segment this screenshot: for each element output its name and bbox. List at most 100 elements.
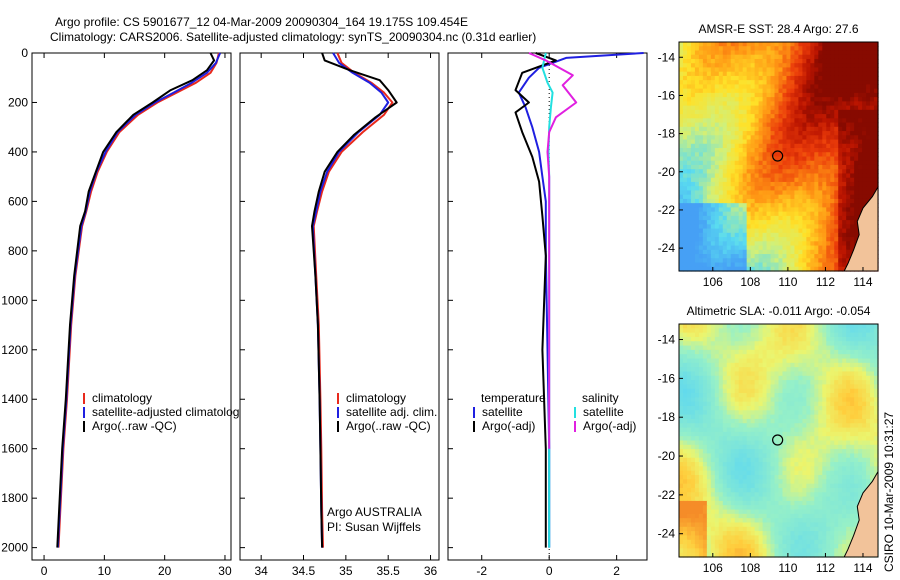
sla_map-cell <box>734 375 740 381</box>
sla_map-cell <box>814 358 819 364</box>
sla_map-cell <box>822 405 827 411</box>
sst_map-cell <box>762 254 768 259</box>
sla_map-cell <box>722 453 728 459</box>
sla_map-cell <box>710 414 716 420</box>
sla_map-cell <box>698 349 704 355</box>
sst_map-cell <box>698 101 704 107</box>
sst_map-cell <box>766 101 772 107</box>
sla_map-cell <box>826 418 831 424</box>
sla_map-cell <box>734 397 740 403</box>
sla_map-cell <box>850 384 855 390</box>
sla_map-cell <box>750 492 756 498</box>
sla_map-cell <box>682 492 688 498</box>
sla_map-cell <box>830 427 835 433</box>
sla_map-cell <box>742 375 748 381</box>
sst_map-cell <box>806 50 811 56</box>
sla_map-cell <box>794 483 799 489</box>
sst_map-cell <box>846 114 851 119</box>
sst_map-cell <box>858 143 863 149</box>
sst_map-cell <box>798 190 803 196</box>
sst_map-cell <box>850 67 855 73</box>
sst_map-cell <box>734 63 740 69</box>
sst_map-cell <box>858 135 863 141</box>
sst_map-cell <box>702 215 708 221</box>
sla_map-cell <box>682 496 688 502</box>
sst_map-cell <box>710 254 716 259</box>
sla_map-cell <box>702 362 708 368</box>
sst_map-cell <box>690 237 696 242</box>
sla_map-cell <box>770 358 776 364</box>
sst_map-cell <box>826 152 831 158</box>
sst_map-cell <box>834 152 839 158</box>
sst_map-cell <box>762 131 768 136</box>
sla_map-cell <box>858 423 863 429</box>
sst_map-cell <box>706 84 712 90</box>
sla_map-cell <box>870 384 875 390</box>
sst_map-cell <box>770 266 776 272</box>
sla_map-cell <box>770 328 776 334</box>
sla_map-cell <box>790 453 796 459</box>
sst_map-cell <box>718 101 724 107</box>
sla_map-cell <box>698 492 704 498</box>
sst_map-cell <box>682 266 688 272</box>
sst_map-cell <box>690 71 696 77</box>
sla_map-cell <box>730 345 736 351</box>
sst_map-cell <box>726 169 732 175</box>
sla_map-cell <box>726 505 732 511</box>
sst_map-cell <box>838 249 843 255</box>
sla_map-cell <box>706 375 712 381</box>
sst_map-cell <box>826 148 831 153</box>
sst_map-cell <box>790 139 796 145</box>
sst_map-cell <box>830 122 835 128</box>
sla_map-cell <box>802 440 807 446</box>
sst_map-cell <box>730 181 736 187</box>
sst_map-cell <box>778 207 784 213</box>
sla_map-cell <box>794 496 799 502</box>
sla_map-cell <box>766 427 772 433</box>
sst_map-cell <box>850 164 855 170</box>
sst_map-cell <box>754 207 760 213</box>
sla_map-cell <box>718 384 724 390</box>
sst_map-cell <box>750 241 756 247</box>
sla_map-cell <box>810 358 815 364</box>
sst_map-cell <box>710 224 716 230</box>
sla_map-cell <box>734 436 740 442</box>
sst_map-cell <box>679 126 684 132</box>
sst_map-cell <box>738 135 744 141</box>
sla_map-cell <box>786 349 792 355</box>
sst_map-cell <box>722 224 728 230</box>
sst_map-cell <box>778 80 784 86</box>
sst_map-cell <box>858 58 863 64</box>
sla_map-cell <box>818 405 823 411</box>
sst_map-cell <box>710 173 716 179</box>
sst_map-cell <box>830 266 835 272</box>
sla_map-cell <box>730 336 736 342</box>
sst_map-cell <box>866 173 871 179</box>
sla_map-cell <box>754 475 760 480</box>
sst_map-cell <box>690 143 696 149</box>
sst_map-cell <box>822 126 827 132</box>
sla_map-cell <box>806 367 811 373</box>
sla_map-cell <box>686 496 692 502</box>
sla_map-cell <box>766 483 772 489</box>
sst_map-cell <box>834 75 839 81</box>
sst_map-cell <box>842 148 847 153</box>
sst_map-cell <box>774 173 780 179</box>
sst_map-cell <box>738 266 744 272</box>
sla_map-cell <box>742 401 748 407</box>
sst_map-cell <box>718 169 724 175</box>
sst_map-cell <box>826 67 831 73</box>
sla_map-cell <box>702 341 708 347</box>
sst_map-cell <box>690 46 696 52</box>
sst_map-cell <box>738 67 744 73</box>
sst_map-cell <box>694 203 700 208</box>
sla_map-cell <box>758 483 764 489</box>
sst_map-cell <box>706 160 712 166</box>
sst_map-cell <box>806 126 811 132</box>
sla_map-cell <box>770 466 776 472</box>
sla_map-cell <box>698 444 704 450</box>
sst_map-cell <box>782 152 788 158</box>
sla_map-cell <box>778 328 784 334</box>
sst_map-cell <box>762 266 768 272</box>
sla_map-cell <box>858 354 863 360</box>
